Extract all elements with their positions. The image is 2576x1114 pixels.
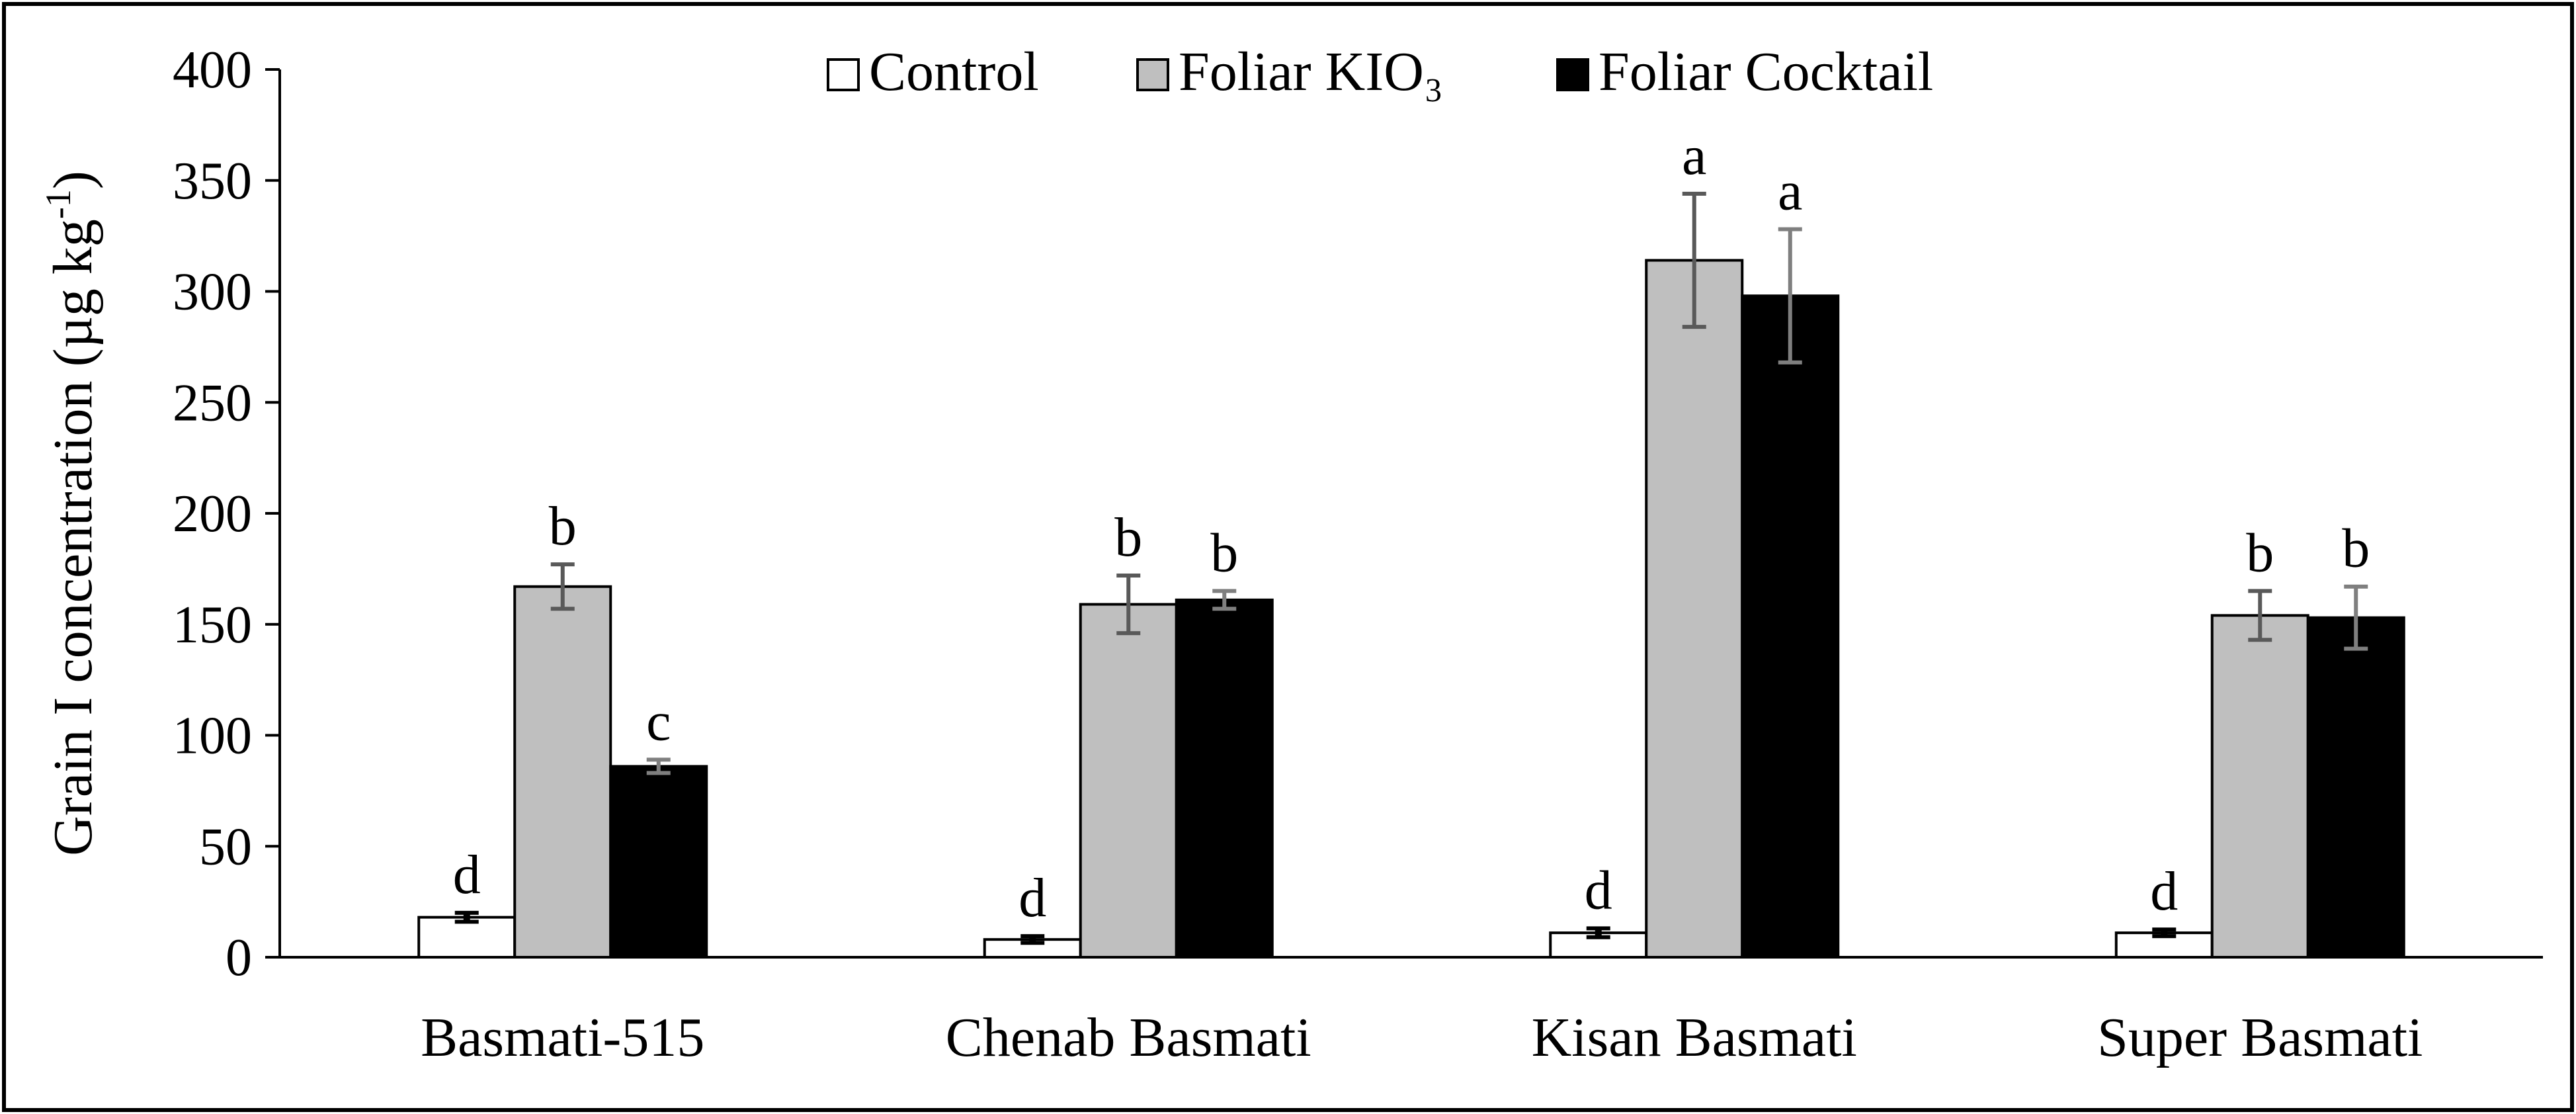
legend-label: Foliar Cocktail <box>1599 41 1933 103</box>
legend-swatch <box>827 58 860 91</box>
significance-label: b <box>1114 507 1142 568</box>
significance-label: d <box>453 844 481 906</box>
significance-label: a <box>1778 161 1802 222</box>
bar <box>1645 259 1744 959</box>
y-tick-label: 300 <box>173 263 252 321</box>
bar <box>1741 294 1840 959</box>
bar <box>417 916 517 959</box>
y-tick-label: 400 <box>173 41 252 99</box>
legend-swatch <box>1136 58 1169 91</box>
x-tick-label: Chenab Basmati <box>946 1007 1311 1068</box>
significance-label: b <box>1210 522 1238 583</box>
x-tick-label: Super Basmati <box>2097 1007 2423 1068</box>
y-tick-label: 150 <box>173 596 252 654</box>
y-axis-title-close: ) <box>42 171 104 189</box>
significance-label: d <box>1018 867 1046 929</box>
y-tick-label: 200 <box>173 485 252 543</box>
y-tick-label: 50 <box>199 818 252 876</box>
y-tick-label: 0 <box>226 929 252 987</box>
bar <box>513 585 612 959</box>
y-tick-label: 250 <box>173 374 252 432</box>
significance-label: b <box>2246 522 2274 583</box>
bar <box>1175 598 1274 959</box>
legend-label: Control <box>869 41 1039 103</box>
y-tick-label: 100 <box>173 707 252 765</box>
bar <box>2210 614 2309 959</box>
significance-label: b <box>2342 518 2370 579</box>
significance-label: c <box>646 691 671 752</box>
bar <box>1079 603 1178 959</box>
significance-label: d <box>1585 859 1612 921</box>
x-tick-label: Kisan Basmati <box>1532 1007 1857 1068</box>
legend-label: Foliar KIO₃ <box>1179 41 1443 103</box>
significance-label: b <box>549 495 577 557</box>
y-axis-title: Grain I concentration (µg kg-1) <box>38 171 104 856</box>
y-axis-title-superscript: -1 <box>38 189 78 219</box>
bar <box>2306 616 2405 959</box>
y-tick-label: 350 <box>173 152 252 210</box>
bar <box>609 765 708 959</box>
legend-swatch <box>1556 58 1589 91</box>
significance-label: a <box>1682 125 1706 187</box>
y-axis-title-text: Grain I concentration (µg kg <box>42 219 104 856</box>
significance-label: d <box>2150 861 2178 922</box>
x-tick-label: Basmati-515 <box>421 1007 704 1068</box>
